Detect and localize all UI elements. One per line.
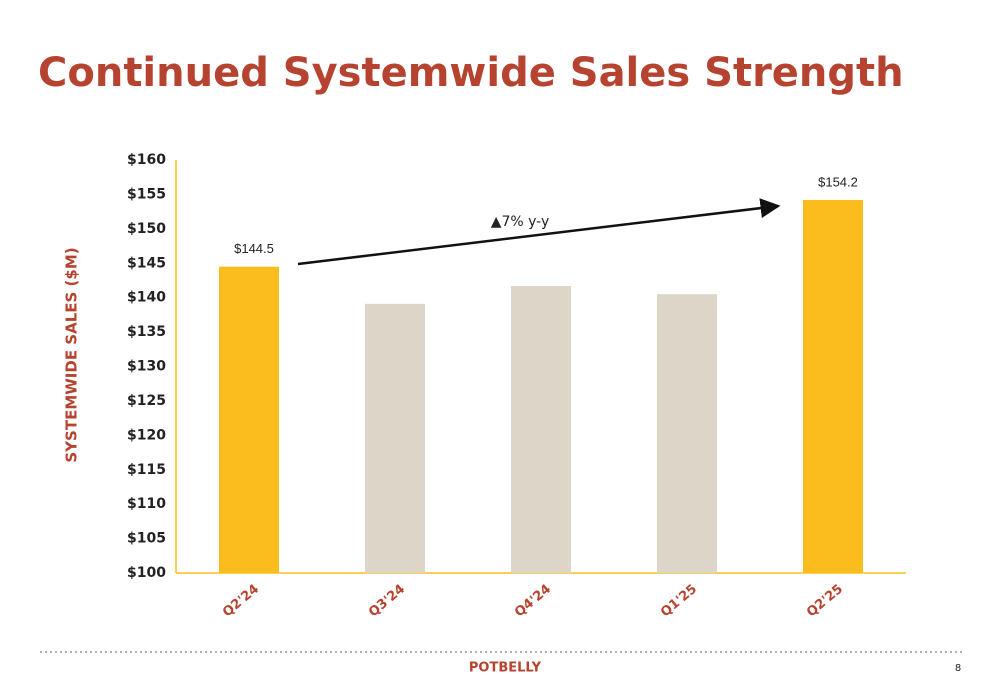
y-tick-label: $155: [127, 186, 166, 202]
x-tick-label: Q2'24: [220, 582, 262, 621]
chart-title: Continued Systemwide Sales Strength: [38, 50, 904, 96]
x-tick-label: Q1'25: [658, 582, 700, 621]
logo: POTBELLY: [469, 661, 542, 676]
x-tick-label: Q4'24: [512, 582, 554, 621]
y-tick-label: $140: [127, 290, 166, 306]
bar: [365, 303, 425, 573]
annotation: ▲7% y-y: [491, 214, 550, 230]
y-tick-label: $130: [127, 359, 166, 375]
y-tick-label: $160: [127, 152, 166, 168]
bar: [511, 285, 571, 573]
page-number: 8: [955, 663, 961, 674]
bar: [803, 199, 863, 573]
x-tick-label: Q2'25: [804, 582, 846, 621]
y-axis-label: SYSTEMWIDE SALES ($M): [63, 247, 81, 462]
y-tick-label: $125: [127, 393, 166, 409]
bar: [219, 266, 279, 573]
value-label: $144.5: [234, 241, 274, 256]
x-tick-label: Q3'24: [366, 582, 408, 621]
y-tick-label: $105: [127, 531, 166, 547]
y-tick-label: $135: [127, 324, 166, 340]
value-label: $154.2: [818, 174, 858, 189]
y-tick-label: $145: [127, 255, 166, 271]
y-tick-label: $150: [127, 221, 166, 237]
bar: [657, 294, 717, 573]
y-tick-label: $120: [127, 427, 166, 443]
y-tick-label: $100: [127, 565, 166, 581]
trend-arrow: [297, 198, 781, 266]
y-tick-label: $110: [127, 496, 166, 512]
y-tick-label: $115: [127, 462, 166, 478]
